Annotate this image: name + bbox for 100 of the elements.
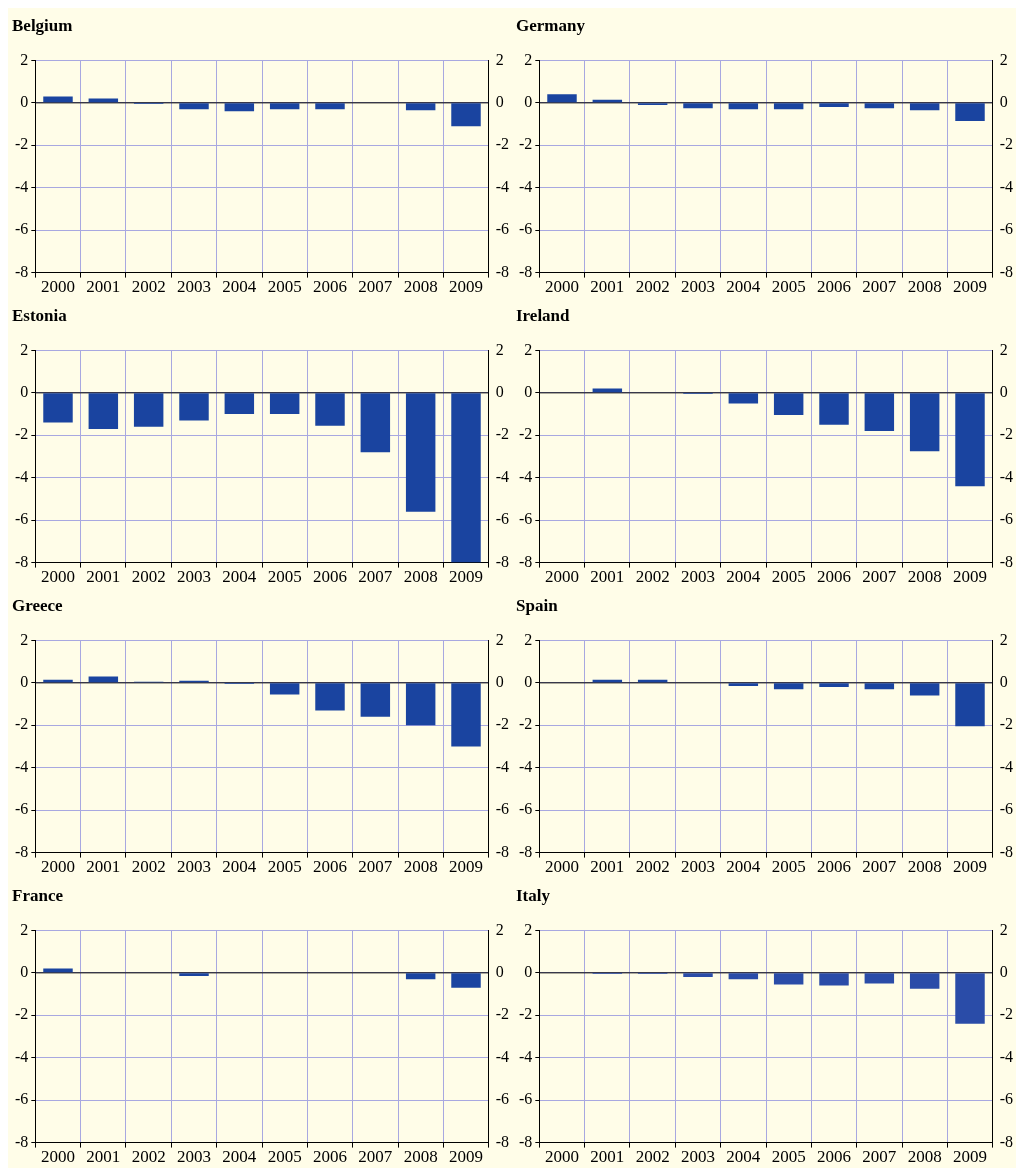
bar bbox=[360, 683, 391, 717]
x-tick-label: 2008 bbox=[403, 1147, 438, 1167]
y2-tick-label: -6 bbox=[495, 800, 509, 818]
y2-tick-label: -8 bbox=[999, 262, 1013, 280]
x-tick-label: 2007 bbox=[358, 567, 393, 587]
x-tick-label: 2004 bbox=[222, 277, 257, 297]
y-tick-label: 2 bbox=[20, 50, 29, 68]
x-tick-label: 2001 bbox=[590, 277, 625, 297]
y2-tick-label: 2 bbox=[495, 340, 504, 358]
y2-tick-label: -4 bbox=[999, 757, 1013, 775]
y2-tick-label: 0 bbox=[495, 383, 504, 401]
x-tick-label: 2009 bbox=[449, 277, 483, 297]
x-tick-label: 2005 bbox=[267, 277, 302, 297]
y2-tick-label: -2 bbox=[999, 715, 1013, 733]
y-tick-label: 0 bbox=[524, 963, 533, 981]
y2-tick-label: 2 bbox=[999, 340, 1008, 358]
x-tick-label: 2000 bbox=[41, 857, 75, 877]
x-tick-label: 2008 bbox=[403, 277, 438, 297]
chart-title: France bbox=[12, 885, 64, 905]
y2-tick-label: 0 bbox=[495, 673, 504, 691]
bar bbox=[269, 683, 300, 695]
y-tick-label: 2 bbox=[524, 920, 533, 938]
x-tick-label: 2001 bbox=[86, 857, 121, 877]
y-tick-label: -2 bbox=[15, 715, 29, 733]
x-tick-label: 2004 bbox=[726, 1147, 761, 1167]
x-tick-label: 2000 bbox=[545, 857, 579, 877]
y-tick-label: 0 bbox=[524, 383, 533, 401]
y2-tick-label: -6 bbox=[999, 1090, 1013, 1108]
x-tick-label: 2000 bbox=[545, 277, 579, 297]
y-tick-label: -4 bbox=[15, 1047, 29, 1065]
y2-tick-label: -6 bbox=[999, 220, 1013, 238]
x-tick-label: 2009 bbox=[953, 1147, 987, 1167]
y2-tick-label: 2 bbox=[999, 50, 1008, 68]
x-tick-label: 2008 bbox=[907, 277, 942, 297]
y-tick-label: -6 bbox=[519, 800, 533, 818]
y-tick-label: -2 bbox=[15, 425, 29, 443]
y-tick-label: -2 bbox=[519, 135, 533, 153]
x-tick-label: 2003 bbox=[681, 567, 715, 587]
x-tick-label: 2003 bbox=[177, 567, 211, 587]
y2-tick-label: -2 bbox=[495, 1005, 509, 1023]
y2-tick-label: 0 bbox=[999, 93, 1008, 111]
y2-tick-label: -4 bbox=[999, 1047, 1013, 1065]
chart-title: Estonia bbox=[12, 305, 68, 325]
x-tick-label: 2007 bbox=[358, 1147, 393, 1167]
x-tick-label: 2000 bbox=[545, 1147, 579, 1167]
y-tick-label: 0 bbox=[20, 93, 29, 111]
y2-tick-label: -8 bbox=[999, 1132, 1013, 1150]
y2-tick-label: -8 bbox=[495, 552, 509, 570]
chart-title: Greece bbox=[12, 595, 64, 615]
y-tick-label: -6 bbox=[15, 1090, 29, 1108]
x-tick-label: 2002 bbox=[131, 567, 166, 587]
y2-tick-label: 2 bbox=[999, 920, 1008, 938]
x-tick-label: 2006 bbox=[817, 1147, 851, 1167]
x-tick-label: 2005 bbox=[771, 277, 806, 297]
x-tick-label: 2008 bbox=[403, 567, 438, 587]
x-tick-label: 2003 bbox=[177, 857, 211, 877]
x-tick-label: 2001 bbox=[86, 1147, 121, 1167]
x-tick-label: 2005 bbox=[771, 1147, 806, 1167]
x-tick-label: 2008 bbox=[907, 567, 942, 587]
y2-tick-label: -2 bbox=[999, 425, 1013, 443]
x-tick-label: 2007 bbox=[358, 857, 393, 877]
y2-tick-label: -2 bbox=[495, 715, 509, 733]
bar bbox=[405, 683, 436, 726]
y-tick-label: -8 bbox=[519, 262, 533, 280]
x-tick-label: 2007 bbox=[862, 857, 897, 877]
x-tick-label: 2009 bbox=[449, 567, 483, 587]
x-tick-label: 2002 bbox=[635, 277, 670, 297]
x-tick-label: 2006 bbox=[313, 567, 347, 587]
x-tick-label: 2007 bbox=[862, 1147, 897, 1167]
x-tick-label: 2004 bbox=[222, 1147, 257, 1167]
y-tick-label: 2 bbox=[20, 630, 29, 648]
x-tick-label: 2005 bbox=[771, 567, 806, 587]
x-tick-label: 2004 bbox=[222, 567, 257, 587]
x-tick-label: 2007 bbox=[862, 567, 897, 587]
x-tick-label: 2007 bbox=[862, 277, 897, 297]
y-tick-label: -8 bbox=[15, 842, 29, 860]
y-tick-label: -2 bbox=[15, 1005, 29, 1023]
x-tick-label: 2006 bbox=[817, 567, 851, 587]
x-tick-label: 2001 bbox=[590, 857, 625, 877]
y2-tick-label: 0 bbox=[999, 963, 1008, 981]
x-tick-label: 2003 bbox=[681, 857, 715, 877]
y2-tick-label: 2 bbox=[999, 630, 1008, 648]
y-tick-label: 2 bbox=[524, 630, 533, 648]
x-tick-label: 2001 bbox=[86, 277, 121, 297]
y2-tick-label: -6 bbox=[495, 220, 509, 238]
y2-tick-label: 2 bbox=[495, 50, 504, 68]
y-tick-label: -2 bbox=[519, 715, 533, 733]
y2-tick-label: 0 bbox=[495, 93, 504, 111]
x-tick-label: 2009 bbox=[449, 857, 483, 877]
x-tick-label: 2003 bbox=[177, 277, 211, 297]
y-tick-label: -8 bbox=[15, 552, 29, 570]
y-tick-label: -4 bbox=[15, 467, 29, 485]
y2-tick-label: -6 bbox=[495, 1090, 509, 1108]
y2-tick-label: -2 bbox=[999, 1005, 1013, 1023]
chart-title: Belgium bbox=[12, 15, 73, 35]
x-tick-label: 2008 bbox=[907, 1147, 942, 1167]
x-tick-label: 2006 bbox=[313, 857, 347, 877]
y2-tick-label: -8 bbox=[999, 552, 1013, 570]
x-tick-label: 2002 bbox=[131, 1147, 166, 1167]
x-tick-label: 2002 bbox=[131, 277, 166, 297]
